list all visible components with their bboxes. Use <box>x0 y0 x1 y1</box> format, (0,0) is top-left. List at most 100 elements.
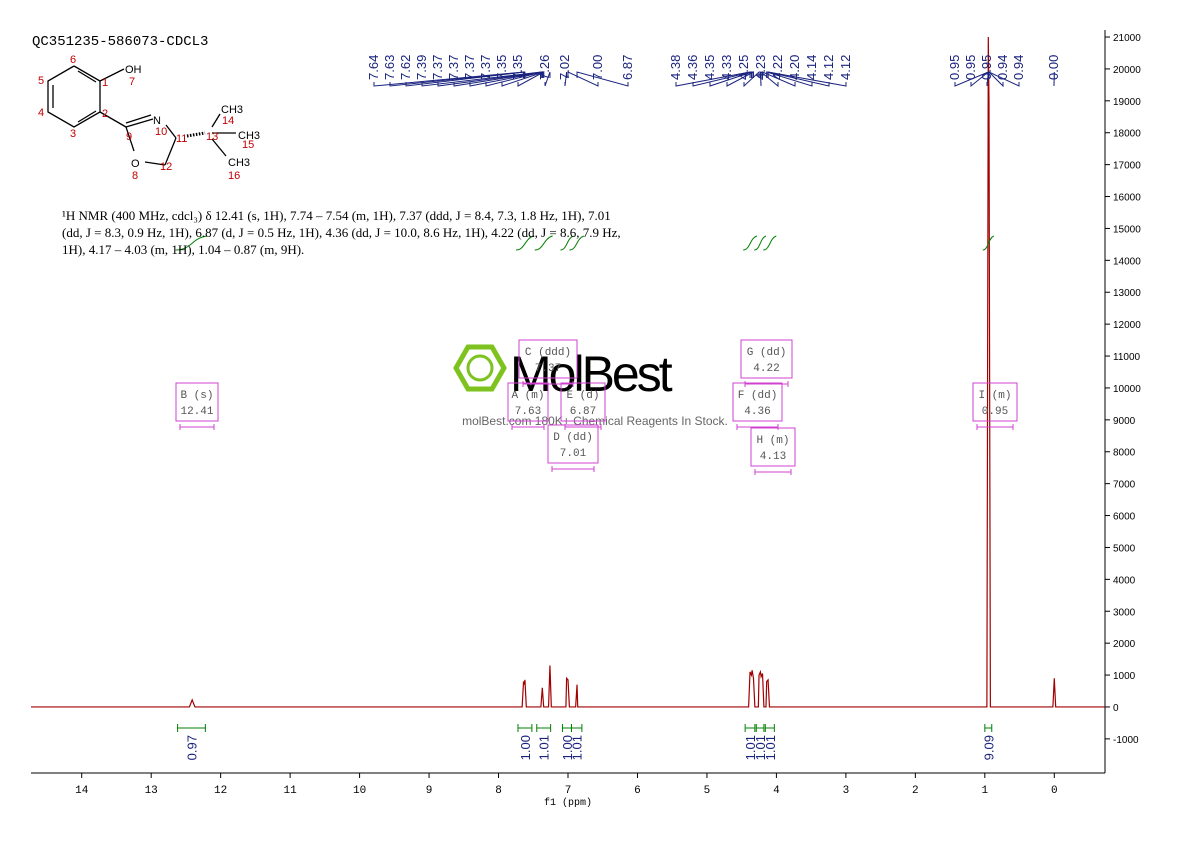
x-tick-label: 7 <box>565 785 572 797</box>
multiplet-label: B (s) <box>180 390 213 402</box>
peak-label: 7.64 <box>366 55 381 80</box>
atom-label: OH <box>125 64 142 76</box>
y-tick-label: 11000 <box>1113 352 1141 363</box>
integral-curve <box>982 235 995 251</box>
atom-number: 15 <box>242 139 254 151</box>
peak-leader <box>485 71 543 87</box>
integral-label: 1.01 <box>570 735 585 760</box>
peak-leader <box>988 71 1020 87</box>
multiplet-shift: 0.95 <box>982 406 1008 418</box>
peak-label: 4.36 <box>685 55 700 80</box>
peak-leader <box>743 70 760 88</box>
atom-number: 2 <box>102 108 108 120</box>
integral-bracket <box>755 724 765 732</box>
x-tick-label: 0 <box>1051 785 1058 797</box>
multiplet-box <box>547 424 599 464</box>
multiplet-bracket <box>511 424 545 430</box>
x-tick-label: 5 <box>704 785 711 797</box>
atom-label: N <box>153 115 161 127</box>
multiplet-box <box>740 339 793 379</box>
integral-curve <box>560 235 574 251</box>
y-tick-label: 7000 <box>1113 480 1136 491</box>
peak-label: 0.95 <box>979 55 994 80</box>
y-tick-label: 18000 <box>1113 129 1141 140</box>
integral-bracket <box>764 724 775 732</box>
peak-leader <box>767 71 847 87</box>
peak-label: 7.62 <box>398 55 413 80</box>
y-tick-label: 12000 <box>1113 320 1141 331</box>
y-tick-label: 4000 <box>1113 575 1136 586</box>
y-tick-label: 0 <box>1113 703 1119 714</box>
integral-bracket <box>536 724 552 732</box>
integral-curve <box>515 235 535 251</box>
multiplet-shift: 7.37 <box>535 363 561 375</box>
multiplet-shift: 4.13 <box>760 451 786 463</box>
peak-leader <box>759 71 762 87</box>
integral-curve <box>743 235 758 251</box>
multiplet-box <box>732 382 783 422</box>
peak-label: 7.02 <box>557 55 572 80</box>
x-tick-label: 4 <box>773 785 780 797</box>
atom-number: 13 <box>206 131 218 143</box>
peak-leader <box>544 71 551 87</box>
x-tick-label: 12 <box>214 785 227 797</box>
atom-number: 6 <box>70 54 76 66</box>
multiplet-shift: 7.63 <box>515 406 541 418</box>
atom-label: CH3 <box>228 157 250 169</box>
integral-bracket <box>177 724 206 732</box>
multiplet-bracket <box>551 466 595 472</box>
integral-bracket <box>984 724 993 732</box>
integral-label: 9.09 <box>981 735 996 760</box>
peak-label: 7.37 <box>430 55 445 80</box>
integral-bracket <box>744 724 756 732</box>
peak-label: 7.39 <box>414 55 429 80</box>
peak-leader <box>986 71 989 87</box>
y-tick-label: 10000 <box>1113 384 1141 395</box>
peak-leader <box>726 71 754 87</box>
x-tick-label: 6 <box>634 785 641 797</box>
peak-leader <box>576 71 629 87</box>
y-tick-label: 20000 <box>1113 65 1141 76</box>
y-tick-label: 8000 <box>1113 448 1136 459</box>
description: ¹H NMR (400 MHz, cdcl₃) δ 12.41 (s, 1H),… <box>62 208 621 257</box>
y-tick-label: 16000 <box>1113 193 1141 204</box>
x-tick-label: 14 <box>75 785 89 797</box>
y-tick-label: 5000 <box>1113 543 1136 554</box>
atom-number: 1 <box>102 77 108 89</box>
multiplet-label: G (dd) <box>747 347 787 359</box>
peak-label: 7.37 <box>462 55 477 80</box>
peak-label: 0.95 <box>963 55 978 80</box>
peak-label: 4.33 <box>719 55 734 80</box>
peak-label: 0.94 <box>995 55 1010 80</box>
peak-label: 7.00 <box>590 55 605 80</box>
peak-leader <box>564 71 568 87</box>
y-tick-label: 2000 <box>1113 639 1136 650</box>
y-tick-label: 17000 <box>1113 161 1141 172</box>
y-tick-label: 6000 <box>1113 512 1136 523</box>
y-tick-label: 15000 <box>1113 224 1141 235</box>
atom-number: 4 <box>38 107 44 119</box>
integral-bracket <box>570 724 583 732</box>
x-tick-label: 13 <box>145 785 158 797</box>
atom-number: 16 <box>228 170 240 182</box>
peak-leader <box>421 71 542 87</box>
multiplet-shift: 4.22 <box>753 363 779 375</box>
multiplet-box <box>560 382 606 422</box>
integral-label: 1.01 <box>537 735 552 760</box>
multiplet-box <box>507 382 549 422</box>
multiplet-box <box>175 382 219 422</box>
integral-curve <box>534 235 553 251</box>
y-tick-label: 14000 <box>1113 256 1141 267</box>
structure-bonds <box>47 65 236 166</box>
atom-number: 5 <box>38 75 44 87</box>
x-tick-label: 8 <box>495 785 502 797</box>
multiplet-bracket <box>976 424 1014 430</box>
atom-numbers: 1 2 3 4 5 6 7 8 9 10 11 12 13 14 15 16 <box>38 54 254 182</box>
y-tick-label: 19000 <box>1113 97 1141 108</box>
multiplet-bracket <box>179 424 215 430</box>
peak-leader <box>762 71 796 87</box>
x-tick-label: 2 <box>912 785 919 797</box>
integral-curve <box>569 235 585 251</box>
